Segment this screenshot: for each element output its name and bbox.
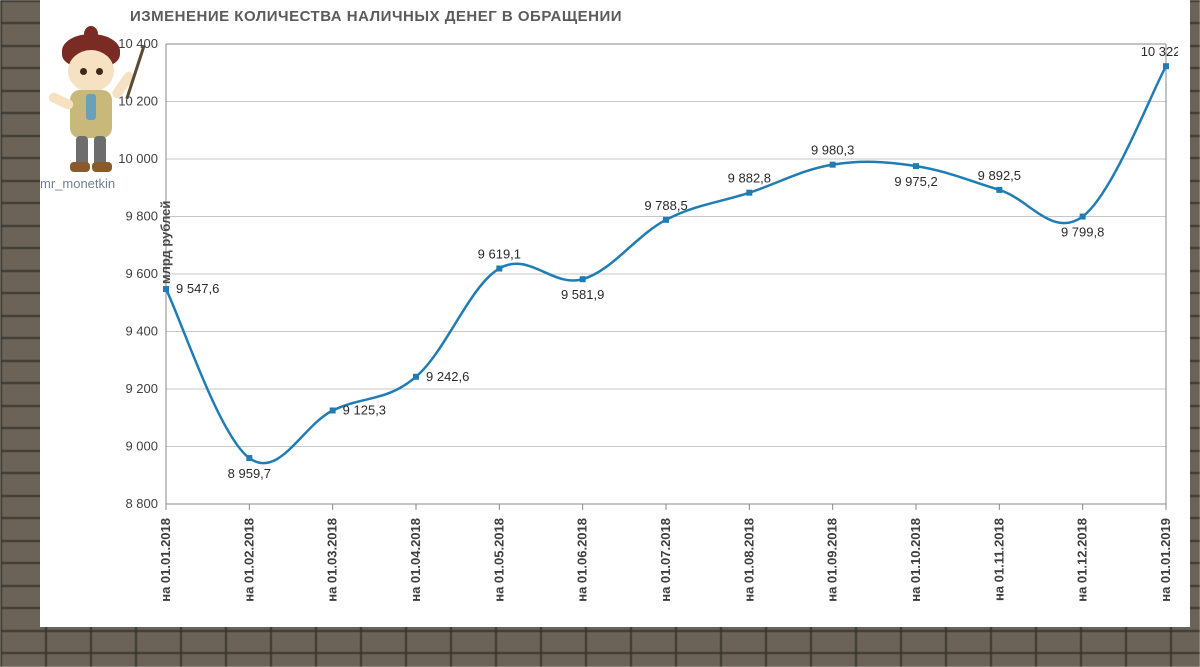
svg-text:9 242,6: 9 242,6	[426, 369, 469, 384]
svg-text:на 01.10.2018: на 01.10.2018	[908, 518, 923, 602]
svg-text:на 01.04.2018: на 01.04.2018	[408, 518, 423, 602]
svg-text:на 01.06.2018: на 01.06.2018	[575, 518, 590, 602]
watermark-text: mr_monetkin	[40, 176, 115, 191]
svg-text:на 01.11.2018: на 01.11.2018	[991, 518, 1006, 601]
svg-text:9 581,9: 9 581,9	[561, 287, 604, 302]
plot-area: млрд рублей 8 800 9 000 9 200 9 400 9 600 9 8…	[108, 34, 1180, 609]
svg-text:9 892,5: 9 892,5	[978, 168, 1021, 183]
svg-text:9 000: 9 000	[125, 439, 158, 454]
chart-panel: ИЗМЕНЕНИЕ КОЛИЧЕСТВА НАЛИЧНЫХ ДЕНЕГ В ОБ…	[40, 0, 1190, 627]
svg-text:8 800: 8 800	[125, 496, 158, 511]
svg-text:на 01.08.2018: на 01.08.2018	[741, 518, 756, 602]
line-chart: 8 800 9 000 9 200 9 400 9 600 9 800 10 000 10 2…	[108, 34, 1178, 609]
svg-text:10 200: 10 200	[118, 94, 158, 109]
svg-text:на 01.09.2018: на 01.09.2018	[825, 518, 840, 602]
svg-text:9 788,5: 9 788,5	[644, 198, 687, 213]
svg-text:9 980,3: 9 980,3	[811, 143, 854, 158]
svg-text:9 400: 9 400	[125, 324, 158, 339]
svg-text:9 547,6: 9 547,6	[176, 281, 219, 296]
svg-text:8 959,7: 8 959,7	[228, 466, 271, 481]
svg-text:на 01.01.2019: на 01.01.2019	[1158, 518, 1173, 602]
svg-text:10 400: 10 400	[118, 36, 158, 51]
svg-text:на 01.07.2018: на 01.07.2018	[658, 518, 673, 602]
svg-text:на 01.02.2018: на 01.02.2018	[241, 518, 256, 602]
y-axis-label: млрд рублей	[158, 201, 173, 284]
svg-text:9 800: 9 800	[125, 209, 158, 224]
svg-text:на 01.05.2018: на 01.05.2018	[491, 518, 506, 602]
svg-text:9 125,3: 9 125,3	[343, 402, 386, 417]
svg-text:10 000: 10 000	[118, 151, 158, 166]
svg-text:9 619,1: 9 619,1	[478, 247, 521, 262]
svg-text:на 01.01.2018: на 01.01.2018	[158, 518, 173, 602]
svg-text:на 01.12.2018: на 01.12.2018	[1075, 518, 1090, 602]
svg-text:9 200: 9 200	[125, 381, 158, 396]
svg-text:9 600: 9 600	[125, 266, 158, 281]
chart-title: ИЗМЕНЕНИЕ КОЛИЧЕСТВА НАЛИЧНЫХ ДЕНЕГ В ОБ…	[130, 8, 622, 25]
svg-text:10 322,8: 10 322,8	[1141, 44, 1178, 59]
svg-text:на 01.03.2018: на 01.03.2018	[325, 518, 340, 602]
svg-text:9 882,8: 9 882,8	[728, 171, 771, 186]
svg-text:9 975,2: 9 975,2	[894, 174, 937, 189]
svg-text:9 799,8: 9 799,8	[1061, 225, 1104, 240]
